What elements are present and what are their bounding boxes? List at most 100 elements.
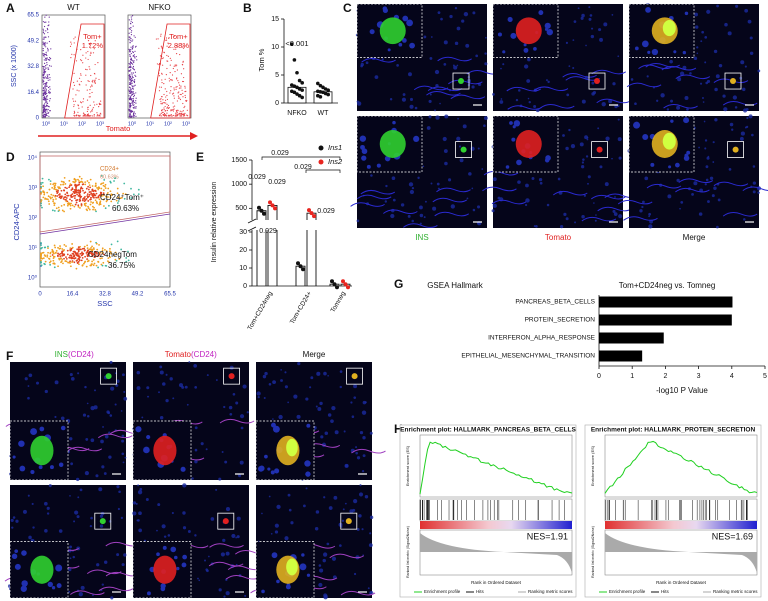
- event-dot: [85, 84, 87, 86]
- panel-letter: D: [6, 150, 15, 164]
- nucleus: [641, 40, 649, 48]
- nucleus: [679, 71, 685, 76]
- event-dot: [43, 104, 46, 106]
- x-tick-label: 5: [763, 373, 767, 380]
- population-label: CD24negTom: [88, 250, 137, 259]
- nucleus: [491, 209, 495, 213]
- event-dot: [87, 40, 90, 42]
- event-dot: [46, 27, 48, 30]
- data-point: [300, 88, 305, 92]
- event-dot: [46, 62, 48, 64]
- event-dot: [46, 95, 48, 97]
- event-dot: [44, 44, 46, 46]
- event-dot: [184, 105, 186, 107]
- event-dot: [86, 247, 89, 250]
- event-dot: [99, 112, 101, 114]
- nucleus: [392, 198, 396, 202]
- event-dot: [180, 73, 183, 75]
- event-dot: [110, 200, 113, 203]
- event-dot: [41, 177, 44, 180]
- bar-point: [343, 282, 348, 287]
- event-dot: [69, 207, 72, 210]
- event-dot: [183, 106, 185, 109]
- event-dot: [98, 106, 100, 108]
- channel-label: Merge: [683, 233, 706, 242]
- event-dot: [176, 69, 178, 71]
- event-dot: [133, 61, 135, 64]
- event-dot: [40, 202, 42, 205]
- metric-area: [420, 533, 572, 573]
- event-dot: [62, 183, 65, 186]
- event-dot: [99, 257, 102, 260]
- event-dot: [169, 64, 171, 66]
- event-dot: [52, 183, 55, 186]
- event-dot: [133, 56, 136, 58]
- nucleus: [528, 100, 531, 104]
- nucleus: [104, 434, 109, 439]
- event-dot: [90, 246, 92, 249]
- event-dot: [85, 208, 88, 211]
- event-dot: [75, 115, 77, 117]
- nucleus: [423, 216, 426, 219]
- event-dot: [128, 82, 131, 84]
- event-dot: [42, 87, 45, 90]
- nucleus: [539, 181, 543, 185]
- cell-signal: [99, 518, 106, 525]
- event-dot: [105, 195, 107, 198]
- flow-plot-frame: [39, 151, 171, 288]
- nucleus: [285, 584, 291, 590]
- nucleus: [240, 426, 244, 430]
- event-dot: [77, 111, 79, 113]
- nucleus: [472, 208, 476, 212]
- nucleus: [582, 158, 585, 161]
- event-dot: [86, 193, 89, 196]
- event-dot: [132, 98, 135, 100]
- event-dot: [96, 114, 99, 116]
- event-dot: [87, 205, 89, 208]
- nucleus: [147, 395, 150, 398]
- tissue-edge: [70, 590, 105, 596]
- nucleus: [409, 189, 415, 195]
- event-dot: [130, 57, 132, 59]
- tissue-edge: [413, 85, 449, 91]
- event-dot: [79, 207, 81, 209]
- event-dot: [71, 53, 73, 55]
- nucleus: [139, 487, 143, 491]
- nucleus: [591, 81, 595, 85]
- nucleus: [714, 118, 718, 122]
- event-dot: [100, 193, 102, 195]
- event-dot: [74, 190, 77, 193]
- event-dot: [47, 112, 49, 114]
- event-dot: [104, 207, 107, 210]
- nucleus: [527, 57, 531, 62]
- event-dot: [46, 101, 48, 103]
- event-dot: [160, 103, 162, 105]
- event-dot: [42, 48, 44, 50]
- nucleus: [707, 155, 710, 158]
- nucleus: [581, 161, 585, 164]
- event-dot: [89, 186, 92, 189]
- event-dot: [176, 100, 178, 102]
- event-dot: [131, 40, 133, 42]
- nucleus: [470, 146, 475, 151]
- event-dot: [44, 101, 47, 103]
- event-dot: [45, 84, 47, 86]
- event-dot: [128, 105, 131, 107]
- bar-point: [330, 279, 334, 284]
- nucleus: [43, 501, 48, 506]
- event-dot: [175, 65, 177, 67]
- nucleus: [182, 554, 187, 560]
- nucleus: [443, 40, 448, 45]
- event-dot: [173, 48, 175, 51]
- event-dot: [89, 111, 92, 113]
- event-dot: [46, 85, 48, 87]
- event-dot: [130, 96, 132, 98]
- nucleus: [339, 385, 343, 389]
- event-dot: [90, 196, 92, 199]
- event-dot: [41, 257, 44, 260]
- nucleus: [698, 146, 700, 149]
- event-dot: [42, 98, 44, 101]
- event-dot: [96, 112, 98, 114]
- event-dot: [135, 107, 137, 109]
- nucleus: [156, 552, 160, 557]
